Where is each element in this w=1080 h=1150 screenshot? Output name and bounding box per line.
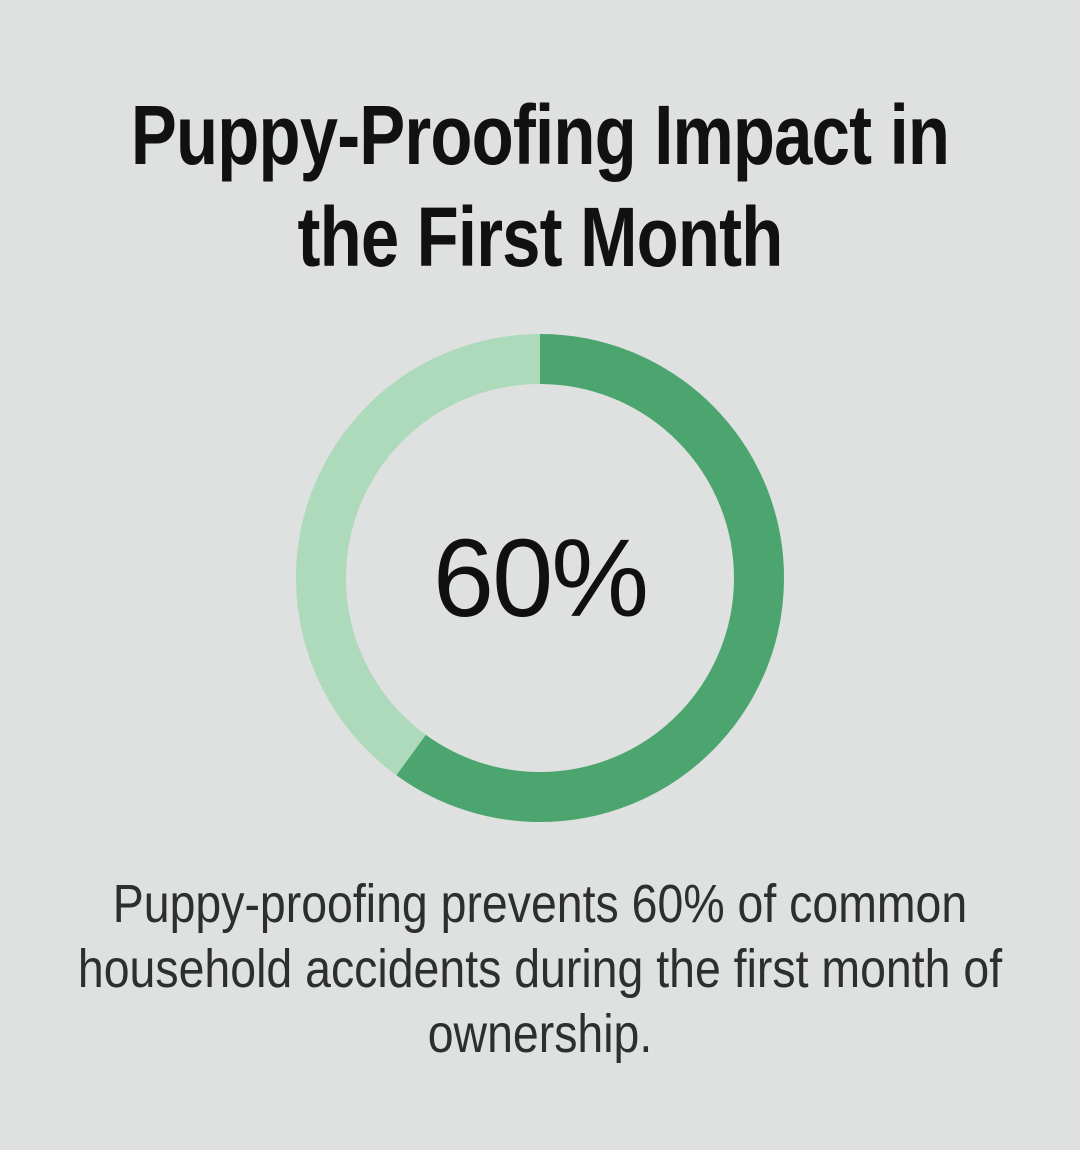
page-title-line-1: Puppy-Proofing Impact in [130,88,950,182]
donut-value-arc [296,334,784,822]
caption-line-1: Puppy-proofing prevents 60% of common [112,874,968,934]
donut-chart: 60% [290,328,790,828]
donut-chart-svg [296,334,784,822]
donut-center-label: 60% [432,516,649,640]
caption-line-2: household accidents during the first mon… [77,939,1003,999]
caption: Puppy-proofing prevents 60% of common ho… [76,872,1005,1067]
page-title: Puppy-Proofing Impact in the First Month [97,84,983,288]
caption-line-3: ownership. [427,1004,653,1064]
page-title-line-2: the First Month [297,190,783,284]
